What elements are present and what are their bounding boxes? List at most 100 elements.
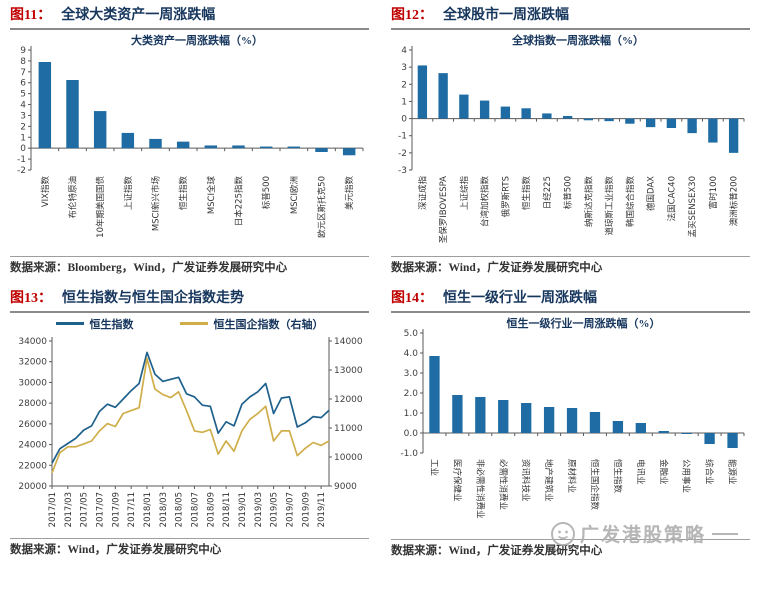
svg-text:2017/07: 2017/07 [95,492,105,527]
fig14-source: 数据来源：Wind，广发证券发展研究中心 [391,538,750,559]
svg-text:0: 0 [20,144,26,154]
svg-text:6: 6 [20,79,26,89]
line-chart-canvas: 20000 22000 24000 26000 28000 30000 32000 34000… [18,336,363,527]
fig12-header: 图12： 全球股市一周涨跌幅 [391,8,750,30]
svg-text:恒生指数: 恒生指数 [521,175,532,210]
hsi-line-swatch [55,322,84,326]
hscei-legend-label: 恒生国企指数（右轴） [213,318,324,331]
svg-text:上证指数: 上证指数 [123,175,134,210]
svg-text:美元指数: 美元指数 [344,175,355,210]
svg-text:2018/03: 2018/03 [159,492,169,527]
svg-text:电讯业: 电讯业 [635,459,646,485]
panel-fig13: 图13： 恒生指数与恒生国企指数走势 恒生指数 恒生国企指数（右轴） 20000… [10,291,369,559]
svg-text:深证成指: 深证成指 [417,175,428,210]
fig14-header: 图14： 恒生一级行业一周涨跌幅 [391,291,750,313]
svg-text:标普500: 标普500 [261,176,272,209]
svg-text:工业: 工业 [428,459,439,476]
svg-text:VIX指数: VIX指数 [40,175,51,207]
svg-text:能源业: 能源业 [727,459,738,485]
svg-text:标普500: 标普500 [563,176,574,209]
svg-text:2019/05: 2019/05 [270,492,280,527]
svg-text:24000: 24000 [18,440,47,450]
fig12-bar-chart: 全球指数一周涨跌幅（%） -3 -2 -1 0 1 2 3 4 深证成指 圣保罗IBOVESPA 上证… [391,32,750,254]
svg-text:日经225: 日经225 [542,176,553,209]
svg-text:4.0: 4.0 [404,349,419,359]
svg-text:-2: -2 [17,166,26,176]
svg-text:20000: 20000 [18,482,47,492]
svg-text:14000: 14000 [334,337,363,347]
bar-chart-canvas: 全球指数一周涨跌幅（%） -3 -2 -1 0 1 2 3 4 深证成指 圣保罗IBOVESPA 上证… [398,33,745,243]
legend-item-hsi: 恒生指数 [55,316,134,332]
svg-text:2: 2 [20,122,26,132]
svg-text:纳斯达克指数: 纳斯达克指数 [583,175,594,227]
svg-text:2019/11: 2019/11 [317,492,327,527]
svg-text:2017/09: 2017/09 [111,492,121,527]
svg-text:26000: 26000 [18,419,47,429]
svg-text:大类资产一周涨跌幅（%）: 大类资产一周涨跌幅（%） [131,33,263,47]
svg-text:12000: 12000 [334,395,363,405]
fig14-title: 恒生一级行业一周涨跌幅 [443,290,597,306]
svg-text:2017/11: 2017/11 [127,492,137,527]
svg-text:9000: 9000 [334,482,357,492]
svg-text:台湾加权指数: 台湾加权指数 [480,175,491,227]
svg-text:2019/03: 2019/03 [254,492,264,527]
svg-text:3: 3 [20,111,26,121]
svg-text:MSCI全球: MSCI全球 [206,175,217,214]
fig13-title: 恒生指数与恒生国企指数走势 [62,290,244,306]
svg-text:圣保罗IBOVESPA: 圣保罗IBOVESPA [438,176,449,243]
fig11-title: 全球大类资产一周涨跌幅 [61,8,216,23]
svg-text:8: 8 [20,57,26,67]
svg-text:法国CAC40: 法国CAC40 [666,176,677,221]
fig13-header: 图13： 恒生指数与恒生国企指数走势 [10,291,369,313]
fig14-bar-chart: 恒生一级行业一周涨跌幅（%） -1.0 0.0 1.0 2.0 3.0 4.0 5.0 工业 医疗… [391,315,750,537]
svg-text:综合业: 综合业 [704,459,715,485]
svg-text:道琼斯工业指数: 道琼斯工业指数 [604,175,615,235]
svg-text:5: 5 [20,89,26,99]
svg-text:-1: -1 [17,155,26,165]
fig12-number: 图12： [391,8,433,23]
svg-text:布伦特原油: 布伦特原油 [68,176,79,219]
svg-text:3: 3 [401,63,407,73]
svg-text:地产建筑业: 地产建筑业 [543,459,554,502]
svg-text:2019/01: 2019/01 [238,492,248,527]
svg-text:日本225指数: 日本225指数 [234,175,245,226]
svg-text:4: 4 [20,100,26,110]
svg-text:金融业: 金融业 [658,459,669,485]
svg-text:医疗保健业: 医疗保健业 [451,459,462,502]
svg-text:9: 9 [20,46,26,56]
svg-text:澳洲标普200: 澳洲标普200 [729,176,740,226]
charts-grid: 图11： 全球大类资产一周涨跌幅 大类资产一周涨跌幅（%） -2 -1 0 1 2 3 4 5 6… [10,8,750,558]
svg-text:原材料业: 原材料业 [566,459,577,493]
svg-text:恒生指数: 恒生指数 [612,459,623,494]
svg-text:30000: 30000 [18,378,47,388]
fig11-source: 数据来源：Bloomberg，Wind，广发证券发展研究中心 [10,255,369,276]
fig12-title: 全球股市一周涨跌幅 [443,8,569,23]
hsi-legend-label: 恒生指数 [89,318,134,331]
svg-text:22000: 22000 [18,461,47,471]
svg-text:3.0: 3.0 [404,369,419,379]
fig12-source: 数据来源：Wind，广发证券发展研究中心 [391,255,750,276]
svg-text:1.0: 1.0 [404,409,419,419]
svg-text:2017/01: 2017/01 [48,492,58,527]
svg-text:富时100: 富时100 [708,176,719,209]
svg-text:恒生一级行业一周涨跌幅（%）: 恒生一级行业一周涨跌幅（%） [507,316,661,330]
fig13-number: 图13： [10,290,52,306]
panel-fig12: 图12： 全球股市一周涨跌幅 全球指数一周涨跌幅（%） -3 -2 -1 0 1 2 3 4 深证… [391,8,750,276]
fig13-legend: 恒生指数 恒生国企指数（右轴） [10,313,369,332]
svg-text:韩国综合指数: 韩国综合指数 [625,175,636,227]
svg-text:7: 7 [20,68,26,78]
svg-text:2018/05: 2018/05 [175,492,185,527]
svg-text:MSCI新兴市场: MSCI新兴市场 [151,176,162,231]
svg-text:2.0: 2.0 [404,389,419,399]
svg-text:2017/05: 2017/05 [80,492,90,527]
panel-fig14: 图14： 恒生一级行业一周涨跌幅 恒生一级行业一周涨跌幅（%） -1.0 0.0 1.… [391,291,750,559]
fig13-line-chart: 20000 22000 24000 26000 28000 30000 32000 34000… [10,333,369,536]
svg-text:2018/07: 2018/07 [190,492,200,527]
legend-item-hscei: 恒生国企指数（右轴） [179,316,324,332]
svg-text:34000: 34000 [18,337,47,347]
svg-text:恒生国企指数: 恒生国企指数 [589,459,600,511]
svg-text:公用事业: 公用事业 [681,459,692,493]
svg-text:5.0: 5.0 [404,329,419,339]
